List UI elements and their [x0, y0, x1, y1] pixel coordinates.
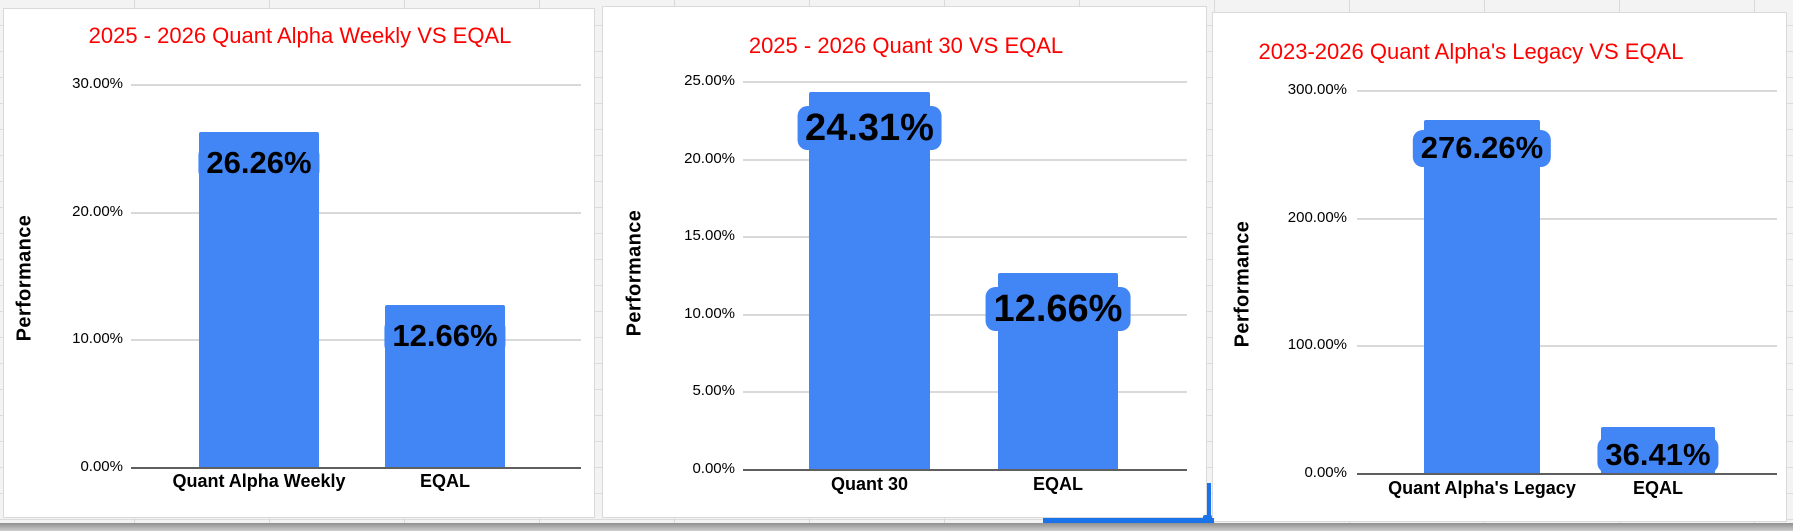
value-label: 24.31%: [797, 105, 942, 151]
gridline: [131, 84, 581, 86]
bar[interactable]: [809, 91, 930, 469]
gridline: [131, 211, 581, 214]
value-label: 36.41%: [1597, 436, 1719, 474]
y-tick-label: 25.00%: [684, 72, 735, 89]
category-label: Quant Alpha Weekly: [172, 471, 346, 491]
gridline: [1357, 217, 1777, 220]
category-label: Quant 30: [830, 474, 909, 494]
category-label: EQAL: [1032, 474, 1084, 494]
chart-panel-quant-alpha-weekly[interactable]: 2025 - 2026 Quant Alpha Weekly VS EQAL P…: [3, 8, 595, 518]
x-axis-line: [743, 469, 1187, 471]
y-tick-label: 20.00%: [684, 149, 735, 167]
y-tick-label: 100.00%: [1287, 336, 1347, 354]
y-axis-title: Performance: [1231, 220, 1254, 348]
gridline: [743, 313, 1187, 316]
chart-title: 2025 - 2026 Quant 30 VS EQAL: [748, 33, 1064, 58]
gridline: [1357, 345, 1777, 348]
y-tick-label: 5.00%: [692, 382, 735, 400]
category-label: Quant Alpha's Legacy: [1388, 478, 1576, 498]
chart-panel-quant-30[interactable]: 2025 - 2026 Quant 30 VS EQAL Performance…: [602, 6, 1207, 518]
selection-border-fragment-horizontal: [1043, 518, 1214, 524]
y-tick-label: 0.00%: [80, 458, 123, 475]
selection-handle[interactable]: [1203, 515, 1212, 524]
y-tick-label: 300.00%: [1287, 81, 1347, 98]
gridline: [131, 339, 581, 342]
y-tick-label: 10.00%: [684, 304, 735, 322]
y-axis-title: Performance: [623, 209, 646, 337]
chart-panel-quant-alphas-legacy[interactable]: 2023-2026 Quant Alpha's Legacy VS EQAL P…: [1212, 12, 1787, 522]
gridline: [1357, 90, 1777, 92]
y-tick-label: 10.00%: [72, 330, 123, 348]
value-label: 276.26%: [1412, 130, 1552, 168]
gridline: [743, 158, 1187, 161]
category-label: EQAL: [1632, 478, 1684, 498]
y-tick-label: 30.00%: [72, 75, 123, 92]
y-axis-title: Performance: [13, 214, 36, 342]
window-bottom-shadow: [0, 523, 1793, 531]
bar[interactable]: [1424, 120, 1540, 473]
y-tick-label: 15.00%: [684, 227, 735, 245]
value-label: 12.66%: [384, 318, 506, 356]
gridline: [743, 81, 1187, 83]
y-tick-label: 20.00%: [72, 202, 123, 220]
y-tick-label: 200.00%: [1287, 208, 1347, 226]
category-label: EQAL: [419, 471, 471, 491]
bar[interactable]: [199, 131, 319, 467]
selection-border-fragment-vertical: [1207, 483, 1211, 524]
y-tick-label: 0.00%: [1304, 464, 1347, 481]
gridline: [743, 391, 1187, 394]
gridline: [743, 236, 1187, 239]
x-axis-line: [131, 467, 581, 469]
value-label: 26.26%: [198, 144, 320, 182]
value-label: 12.66%: [985, 286, 1131, 332]
chart-title: 2023-2026 Quant Alpha's Legacy VS EQAL: [1258, 39, 1684, 64]
chart-title: 2025 - 2026 Quant Alpha Weekly VS EQAL: [88, 23, 512, 48]
y-tick-label: 0.00%: [692, 460, 735, 477]
x-axis-line: [1357, 473, 1777, 475]
